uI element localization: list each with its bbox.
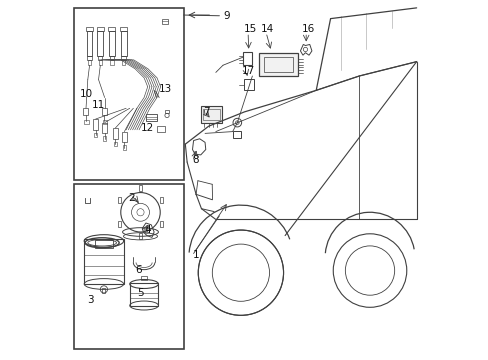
Bar <box>102 136 106 140</box>
Text: 8: 8 <box>192 155 199 165</box>
Text: 9: 9 <box>223 11 229 21</box>
Bar <box>243 51 252 65</box>
Bar <box>122 132 126 142</box>
Bar <box>95 240 113 248</box>
Text: 17: 17 <box>242 66 255 76</box>
Bar <box>88 59 91 65</box>
Text: 11: 11 <box>92 100 105 110</box>
Bar <box>120 27 127 31</box>
Bar <box>109 55 114 60</box>
Text: 6: 6 <box>135 265 142 275</box>
Bar <box>121 31 126 56</box>
Bar <box>122 145 126 149</box>
Bar <box>94 133 97 137</box>
Bar <box>74 184 183 348</box>
Bar <box>113 141 117 146</box>
Bar <box>102 123 107 134</box>
Bar <box>156 126 164 132</box>
Bar <box>84 120 88 125</box>
Bar <box>102 120 107 125</box>
Text: 1: 1 <box>192 250 199 260</box>
Bar <box>93 119 98 130</box>
Text: 15: 15 <box>244 24 257 35</box>
Text: 4: 4 <box>144 225 150 235</box>
Bar <box>129 283 158 306</box>
Bar <box>201 106 222 123</box>
Bar <box>109 31 115 56</box>
Bar <box>102 288 105 293</box>
Bar <box>232 131 240 138</box>
Bar <box>87 55 92 60</box>
Text: 7: 7 <box>203 107 209 117</box>
Bar <box>145 114 156 121</box>
Bar <box>113 128 118 139</box>
Bar <box>97 31 103 56</box>
Bar <box>258 53 298 76</box>
Bar <box>139 233 142 239</box>
Text: 16: 16 <box>301 24 314 35</box>
Bar <box>264 57 292 72</box>
Bar <box>83 108 88 116</box>
Text: 12: 12 <box>140 123 153 133</box>
Bar <box>102 108 106 116</box>
Bar <box>139 185 142 191</box>
Bar <box>121 55 125 60</box>
Bar <box>98 55 102 60</box>
Bar <box>110 59 113 65</box>
Bar <box>84 239 123 284</box>
Bar <box>162 19 168 24</box>
Bar <box>159 197 163 203</box>
Bar <box>86 31 92 56</box>
Bar <box>86 27 93 31</box>
Text: 14: 14 <box>260 24 273 35</box>
Bar <box>99 59 102 65</box>
Text: 3: 3 <box>86 295 93 305</box>
Text: 2: 2 <box>128 193 134 203</box>
Text: 10: 10 <box>80 89 93 99</box>
Bar <box>159 221 163 227</box>
Bar <box>203 109 220 121</box>
Bar <box>118 197 121 203</box>
Bar <box>97 27 104 31</box>
Bar <box>74 8 183 180</box>
Bar <box>164 110 169 113</box>
Bar <box>108 27 115 31</box>
Bar <box>244 79 253 90</box>
Bar <box>141 276 147 280</box>
Text: 13: 13 <box>158 84 171 94</box>
Bar <box>122 59 125 65</box>
Text: 5: 5 <box>137 288 143 298</box>
Bar <box>118 221 121 227</box>
